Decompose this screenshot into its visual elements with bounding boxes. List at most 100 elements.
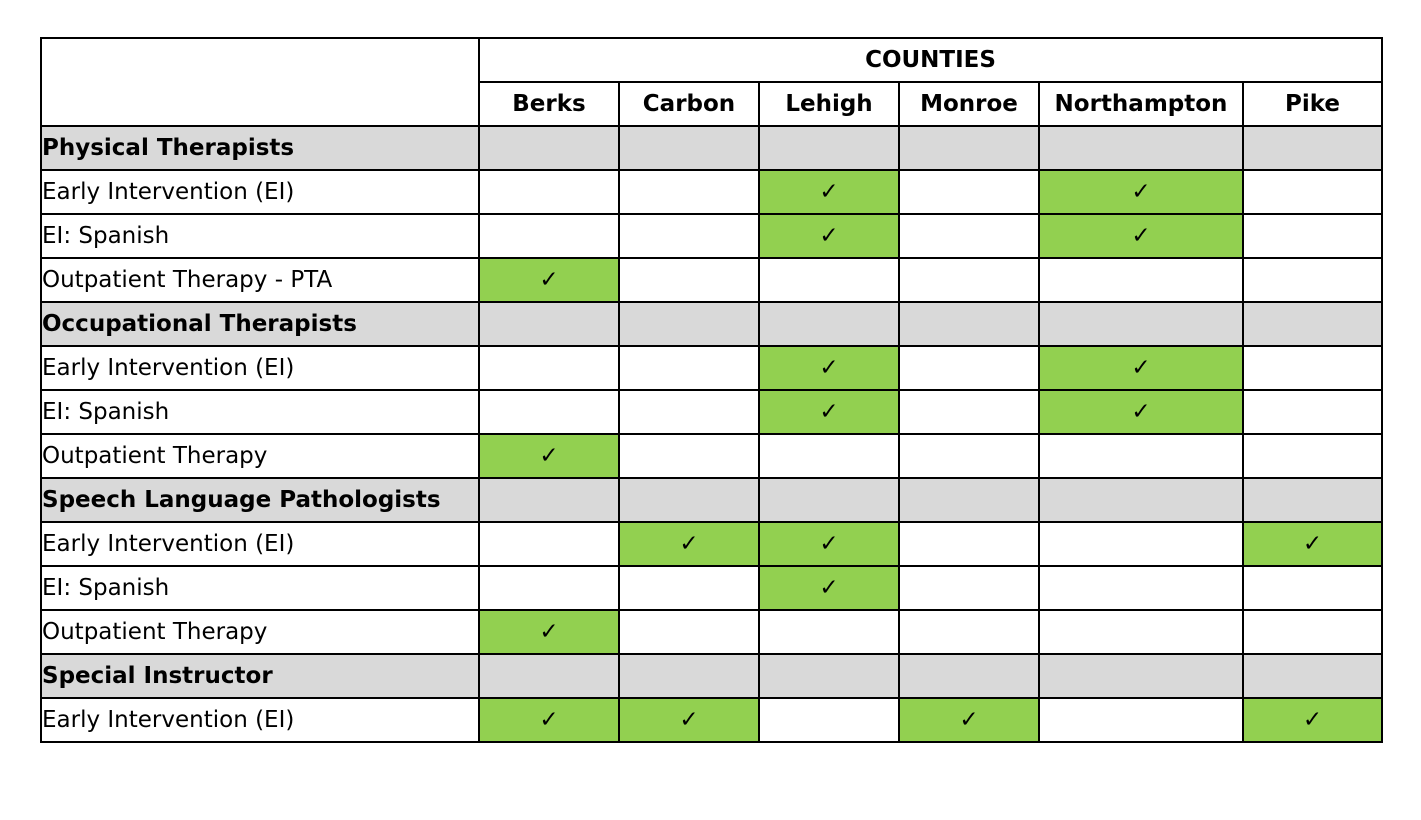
- empty-cell: [478, 345, 620, 391]
- empty-cell: [618, 565, 760, 611]
- empty-cell: [898, 521, 1040, 567]
- row-label: EI: Spanish: [40, 389, 480, 435]
- empty-cell: [898, 345, 1040, 391]
- empty-cell: [758, 609, 900, 655]
- empty-cell: [758, 257, 900, 303]
- check-icon: ✓: [1131, 179, 1151, 205]
- empty-cell: [758, 301, 900, 347]
- table-row: Early Intervention (EI) ✓ ✓: [40, 169, 1384, 215]
- empty-cell: [618, 653, 760, 699]
- empty-cell: [898, 609, 1040, 655]
- empty-cell: [618, 125, 760, 171]
- empty-cell: [1241, 477, 1384, 523]
- table-row: Early Intervention (EI) ✓ ✓ ✓ ✓: [40, 697, 1384, 743]
- empty-cell: [1241, 609, 1384, 655]
- empty-cell: [1241, 301, 1384, 347]
- check-icon: ✓: [679, 707, 699, 733]
- corner-cell: [40, 37, 480, 127]
- empty-cell: [618, 389, 760, 435]
- table-row: Early Intervention (EI) ✓ ✓: [40, 345, 1384, 391]
- check-icon: ✓: [539, 619, 559, 645]
- table-row: EI: Spanish ✓ ✓: [40, 213, 1384, 259]
- checked-cell: ✓: [758, 213, 900, 259]
- empty-cell: [1038, 125, 1244, 171]
- check-icon: ✓: [1131, 399, 1151, 425]
- row-label: Early Intervention (EI): [40, 521, 480, 567]
- section-label: Physical Therapists: [40, 125, 480, 171]
- empty-cell: [758, 125, 900, 171]
- checked-cell: ✓: [1241, 521, 1384, 567]
- empty-cell: [1038, 609, 1244, 655]
- empty-cell: [898, 257, 1040, 303]
- row-label: Early Intervention (EI): [40, 345, 480, 391]
- county-header-row: Berks Carbon Lehigh Monroe Northampton P…: [41, 81, 1384, 127]
- county-header-lehigh: Lehigh: [758, 81, 900, 127]
- empty-cell: [478, 521, 620, 567]
- row-label: EI: Spanish: [40, 213, 480, 259]
- empty-cell: [898, 389, 1040, 435]
- county-header-northampton: Northampton: [1038, 81, 1244, 127]
- checked-cell: ✓: [758, 521, 900, 567]
- checked-cell: ✓: [1241, 697, 1384, 743]
- empty-cell: [478, 389, 620, 435]
- empty-cell: [758, 433, 900, 479]
- empty-cell: [898, 433, 1040, 479]
- table-row: Early Intervention (EI) ✓ ✓ ✓: [40, 521, 1384, 567]
- empty-cell: [618, 169, 760, 215]
- empty-cell: [618, 477, 760, 523]
- check-icon: ✓: [819, 223, 839, 249]
- section-row: Physical Therapists: [40, 125, 1384, 171]
- empty-cell: [1038, 697, 1244, 743]
- table-row: EI: Spanish ✓ ✓: [40, 389, 1384, 435]
- empty-cell: [618, 609, 760, 655]
- empty-cell: [618, 345, 760, 391]
- check-icon: ✓: [1302, 707, 1323, 733]
- empty-cell: [1241, 169, 1384, 215]
- row-label: Outpatient Therapy: [40, 609, 480, 655]
- county-header-pike: Pike: [1241, 81, 1384, 127]
- section-row: Special Instructor: [40, 653, 1384, 699]
- empty-cell: [898, 477, 1040, 523]
- checked-cell: ✓: [478, 609, 620, 655]
- empty-cell: [478, 169, 620, 215]
- empty-cell: [618, 301, 760, 347]
- empty-cell: [1241, 125, 1384, 171]
- checked-cell: ✓: [898, 697, 1040, 743]
- checked-cell: ✓: [478, 257, 620, 303]
- checked-cell: ✓: [1038, 169, 1244, 215]
- empty-cell: [1038, 477, 1244, 523]
- row-label: Early Intervention (EI): [40, 697, 480, 743]
- section-row: Speech Language Pathologists: [40, 477, 1384, 523]
- check-icon: ✓: [539, 707, 559, 733]
- check-icon: ✓: [819, 399, 839, 425]
- check-icon: ✓: [539, 443, 559, 469]
- empty-cell: [1038, 565, 1244, 611]
- empty-cell: [1241, 653, 1384, 699]
- section-label: Special Instructor: [40, 653, 480, 699]
- empty-cell: [478, 653, 620, 699]
- empty-cell: [1241, 389, 1384, 435]
- check-icon: ✓: [539, 267, 559, 293]
- empty-cell: [1241, 213, 1384, 259]
- check-icon: ✓: [959, 707, 979, 733]
- empty-cell: [478, 125, 620, 171]
- row-label: Outpatient Therapy - PTA: [40, 257, 480, 303]
- header-group-row: COUNTIES: [40, 37, 1384, 127]
- section-row: Occupational Therapists: [40, 301, 1384, 347]
- check-icon: ✓: [1131, 223, 1151, 249]
- empty-cell: [478, 565, 620, 611]
- empty-cell: [1241, 565, 1384, 611]
- checked-cell: ✓: [1038, 389, 1244, 435]
- empty-cell: [898, 301, 1040, 347]
- coverage-table: COUNTIES Berks Carbon Lehigh Monroe Nort…: [40, 37, 1384, 743]
- empty-cell: [1038, 433, 1244, 479]
- county-header-berks: Berks: [478, 81, 620, 127]
- table-row: EI: Spanish ✓: [40, 565, 1384, 611]
- empty-cell: [478, 213, 620, 259]
- counties-header: COUNTIES: [477, 37, 1384, 83]
- row-label: Outpatient Therapy: [40, 433, 480, 479]
- empty-cell: [898, 169, 1040, 215]
- empty-cell: [1038, 257, 1244, 303]
- empty-cell: [618, 213, 760, 259]
- county-header-monroe: Monroe: [898, 81, 1040, 127]
